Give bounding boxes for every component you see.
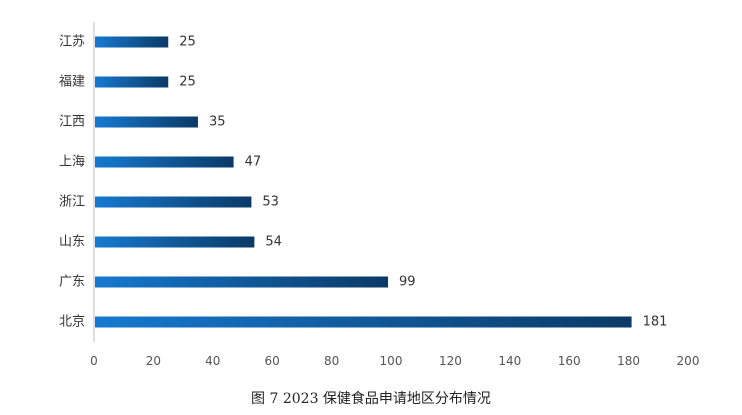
bars-group: [95, 36, 632, 328]
data-label-1: 25: [179, 75, 196, 90]
x-axis-ticks-group: 0 20 40 60 80 100 120 140 160 180 200: [90, 354, 699, 368]
category-label-0: 江苏: [59, 34, 85, 50]
bar-7: [95, 316, 632, 328]
bar-4: [95, 196, 252, 208]
x-tick-label-9: 180: [617, 354, 640, 368]
bar-2: [95, 116, 198, 128]
x-tick-label-10: 200: [677, 354, 700, 368]
category-label-3: 上海: [59, 155, 85, 170]
bar-0: [95, 36, 169, 48]
x-tick-label-3: 60: [265, 354, 280, 368]
x-tick-label-5: 100: [380, 354, 403, 368]
category-label-7: 北京: [59, 315, 85, 330]
x-tick-label-6: 120: [439, 354, 462, 368]
bar-3: [95, 156, 234, 168]
chart-caption: 图 7 2023 保健食品申请地区分布情况: [251, 391, 491, 407]
data-label-0: 25: [179, 35, 196, 50]
category-label-6: 广东: [59, 275, 85, 290]
data-label-7: 181: [643, 315, 668, 330]
data-label-4: 53: [262, 195, 279, 210]
x-tick-label-4: 80: [324, 354, 339, 368]
data-label-5: 54: [265, 235, 282, 250]
x-tick-label-8: 160: [558, 354, 581, 368]
category-label-1: 福建: [59, 75, 85, 90]
x-tick-label-0: 0: [90, 354, 98, 368]
category-label-4: 浙江: [59, 195, 85, 210]
x-tick-label-2: 40: [205, 354, 220, 368]
data-label-2: 35: [209, 115, 226, 130]
x-tick-label-1: 20: [146, 354, 161, 368]
bar-5: [95, 236, 255, 248]
data-label-6: 99: [399, 275, 416, 290]
category-label-2: 江西: [59, 115, 85, 130]
data-labels-group: 25 25 35 47 53 54 99 181: [179, 35, 667, 330]
bar-1: [95, 76, 169, 88]
x-tick-label-7: 140: [498, 354, 521, 368]
category-label-5: 山东: [59, 235, 85, 250]
data-label-3: 47: [245, 155, 262, 170]
bar-6: [95, 276, 389, 288]
